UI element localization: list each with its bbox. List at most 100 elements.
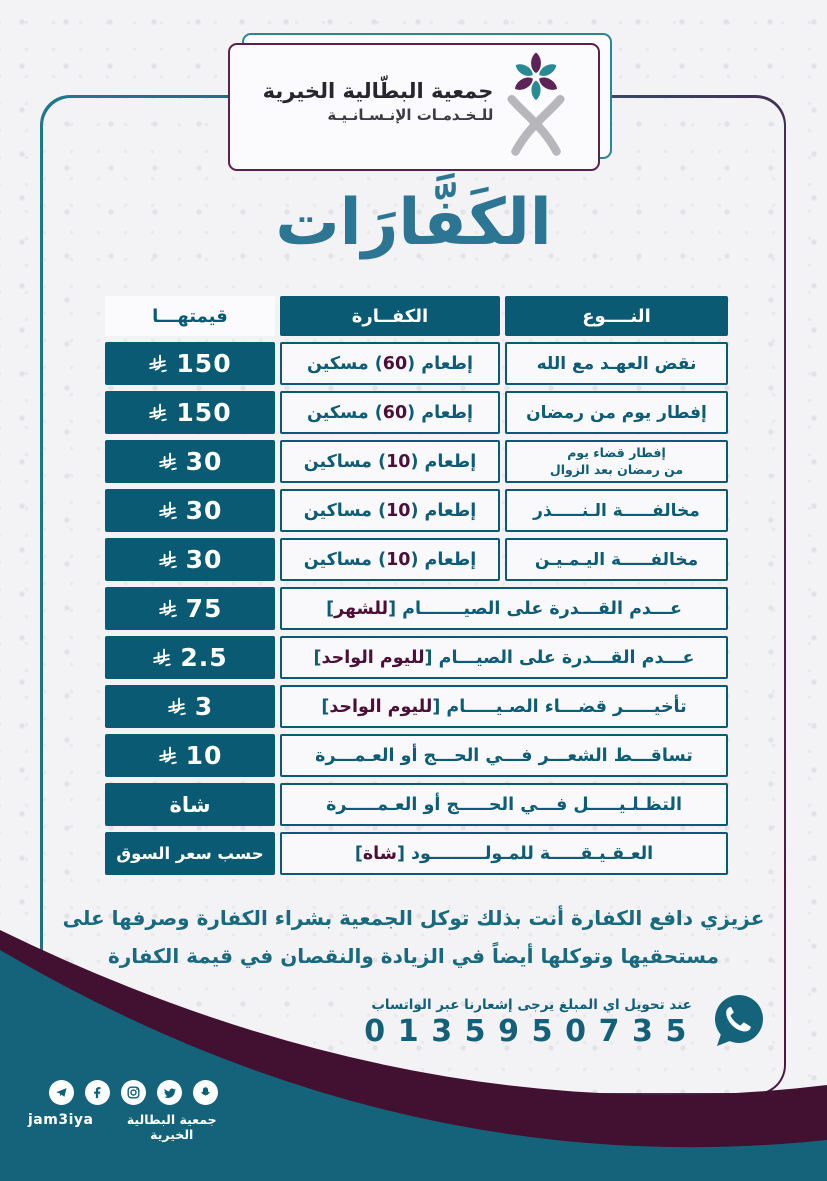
saudi-riyal-symbol <box>158 550 177 570</box>
page-title: الكَفَّارَات <box>275 186 552 260</box>
saudi-riyal-symbol <box>158 501 177 521</box>
kaffarah-cell: إطعام ( 60 ) مسكين <box>280 342 500 385</box>
org-name: جمعية البطّالية الخيرية للـخـدمـات الإنـ… <box>263 78 494 125</box>
whatsapp-phone-number: 0135950735 <box>364 1013 699 1049</box>
kaffarah-number: 60 <box>382 402 408 423</box>
kaffarah-text: ) مسكين <box>306 402 383 423</box>
flower-emblem-icon <box>507 52 565 156</box>
value-text: 30 <box>185 545 223 574</box>
value-text: 75 <box>185 594 223 623</box>
value-text: 30 <box>185 447 223 476</box>
type-text: إفطار يوم من رمضان <box>526 402 707 423</box>
snapchat-icon <box>192 1080 218 1105</box>
kaffarah-text: إطعام ( <box>407 353 474 374</box>
value-text: 3 <box>194 692 214 721</box>
kaffarah-text: ) مساكين <box>303 500 387 521</box>
facebook-icon <box>84 1080 110 1105</box>
telegram-icon <box>48 1080 74 1105</box>
saudi-riyal-symbol <box>148 403 168 423</box>
type-text: مخالفـــــة الـنـــــذر <box>533 500 700 521</box>
social-icons-row <box>28 1080 238 1105</box>
kaffarah-number: 10 <box>386 451 411 472</box>
disclaimer-line2: مستحقيها وتوكلها أيضاً في الزيادة والنقص… <box>107 944 720 968</box>
kaffarah-number: 10 <box>386 549 411 570</box>
value-text: شاة <box>169 792 211 817</box>
expiation-description-cell: تأخيـــــر قضـــاء الصـيـــــام [ لليوم … <box>280 685 728 728</box>
description-text: العـقـيـقـــــة للمـولـــــــــود [ <box>396 843 654 864</box>
disclaimer-line1: عزيزي دافع الكفارة أنت بذلك توكل الجمعية… <box>62 906 765 930</box>
saudi-riyal-symbol <box>158 452 177 472</box>
description-highlight: للشهر <box>334 598 389 619</box>
expiation-description-cell: العـقـيـقـــــة للمـولـــــــــود [ شاة … <box>280 832 728 875</box>
saudi-riyal-symbol <box>167 697 186 717</box>
expiation-description-cell: عـــدم القـــدرة على الصيـــام [ لليوم ا… <box>280 636 728 679</box>
description-text: التظـلـيـــــل فـــي الحـــــج أو العـمـ… <box>326 794 682 815</box>
description-text: ] <box>354 843 363 864</box>
value-cell: 2.5 <box>105 636 275 679</box>
org-logo-box: جمعية البطّالية الخيرية للـخـدمـات الإنـ… <box>228 33 612 171</box>
value-cell: 30 <box>105 538 275 581</box>
expiation-description-cell: التظـلـيـــــل فـــي الحـــــج أو العـمـ… <box>280 783 728 826</box>
handle-arabic: جمعية البطالية الخيرية <box>126 1112 217 1142</box>
whatsapp-contact: عند تحويل اي المبلغ يرجى إشعارنا عبر الو… <box>364 992 767 1052</box>
saudi-riyal-symbol <box>158 599 177 619</box>
org-name-line1: جمعية البطّالية الخيرية <box>262 79 494 104</box>
whatsapp-texts: عند تحويل اي المبلغ يرجى إشعارنا عبر الو… <box>364 997 699 1048</box>
saudi-riyal-symbol <box>158 746 177 766</box>
value-cell: حسب سعر السوق <box>105 832 275 875</box>
description-highlight: لليوم الواحد <box>329 696 433 717</box>
value-text: 2.5 <box>180 643 228 672</box>
value-cell: 3 <box>105 685 275 728</box>
description-text: تأخيـــــر قضـــاء الصـيـــــام [ <box>432 696 687 717</box>
kaffarah-text: ) مساكين <box>303 451 387 472</box>
kaffarah-text: إطعام ( <box>410 451 477 472</box>
expiation-description-cell: تساقـــط الشعـــر فـــي الحـــج أو العـم… <box>280 734 728 777</box>
description-highlight: شاة <box>362 843 397 864</box>
saudi-riyal-symbol <box>148 354 168 374</box>
value-cell: 10 <box>105 734 275 777</box>
type-cell: إفطار يوم من رمضان <box>505 391 728 434</box>
header-type: النــــوع <box>505 296 728 336</box>
type-cell: مخالفـــــة الـنـــــذر <box>505 489 728 532</box>
handle-latin: jam3iya <box>28 1112 94 1128</box>
value-cell: 150 <box>105 342 275 385</box>
value-text: 30 <box>185 496 223 525</box>
type-line1: إفطار قضاء يوم <box>567 444 666 460</box>
header-value: قيمتهـــا <box>105 296 275 336</box>
value-text: حسب سعر السوق <box>116 844 264 863</box>
kaffarah-number: 10 <box>386 500 411 521</box>
description-text: ] <box>326 598 335 619</box>
value-cell: شاة <box>105 783 275 826</box>
description-text: عـــدم القـــدرة على الصيـــــــام [ <box>388 598 682 619</box>
social-handles: jam3iya جمعية البطالية الخيرية <box>28 1112 238 1142</box>
twitter-icon <box>156 1080 182 1105</box>
kaffarah-text: إطعام ( <box>410 549 477 570</box>
kaffarah-cell: إطعام ( 10 ) مساكين <box>280 538 500 581</box>
kaffarah-text: إطعام ( <box>407 402 474 423</box>
header-kaffarah: الكفــارة <box>280 296 500 336</box>
type-text: نقض العهـد مع الله <box>536 353 697 374</box>
description-text: تساقـــط الشعـــر فـــي الحـــج أو العـم… <box>315 745 693 766</box>
type-cell: نقض العهـد مع الله <box>505 342 728 385</box>
value-cell: 75 <box>105 587 275 630</box>
transfer-note: عند تحويل اي المبلغ يرجى إشعارنا عبر الو… <box>371 996 692 1013</box>
type-line2: من رمضان بعد الزوال <box>549 461 684 477</box>
kaffarah-number: 60 <box>382 353 408 374</box>
social-strip: jam3iya جمعية البطالية الخيرية <box>28 1080 238 1142</box>
instagram-icon <box>120 1080 146 1105</box>
logo-content: جمعية البطّالية الخيرية للـخـدمـات الإنـ… <box>234 39 606 165</box>
description-text: ] <box>321 696 330 717</box>
kaffarah-text: إطعام ( <box>410 500 477 521</box>
org-name-line2: للـخـدمـات الإنـسـانـيـة <box>327 105 494 124</box>
value-cell: 30 <box>105 489 275 532</box>
expiation-description-cell: عـــدم القـــدرة على الصيـــــــام [ للش… <box>280 587 728 630</box>
value-text: 150 <box>176 398 232 427</box>
type-cell: مخالفـــــة اليـمـيـن <box>505 538 728 581</box>
type-cell: إفطار قضاء يوم من رمضان بعد الزوال <box>505 440 728 483</box>
kaffarah-cell: إطعام ( 60 ) مسكين <box>280 391 500 434</box>
saudi-riyal-symbol <box>152 648 172 668</box>
value-cell: 150 <box>105 391 275 434</box>
kaffarat-table: النــــوع الكفــارة قيمتهـــا نقض العهـد… <box>105 296 728 875</box>
type-text: مخالفـــــة اليـمـيـن <box>534 549 699 570</box>
kaffarah-cell: إطعام ( 10 ) مساكين <box>280 440 500 483</box>
